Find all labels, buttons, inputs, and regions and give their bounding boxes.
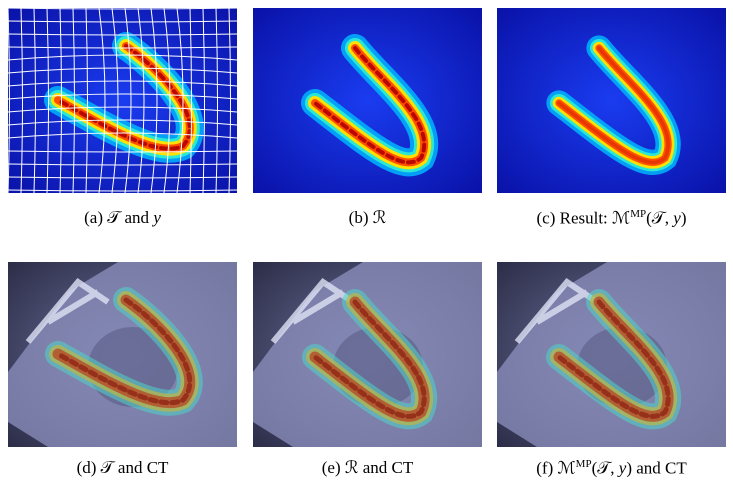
grid-line [8, 8, 10, 193]
caption-text: (f) ℳ [536, 458, 576, 478]
panel-image [497, 262, 726, 447]
activity [557, 46, 670, 165]
panel-image [253, 262, 482, 447]
grid-line [59, 8, 62, 193]
grid-line [150, 8, 158, 193]
caption-text: ) and CT [626, 458, 687, 478]
background [497, 8, 726, 193]
caption-text: (a) 𝒯 and [84, 208, 154, 227]
caption-text: MP [575, 458, 592, 470]
grid-line [8, 46, 237, 49]
caption-text: (𝒯, [591, 458, 619, 478]
grid-line [202, 8, 205, 193]
caption-text: y [153, 208, 161, 227]
caption: (f) ℳMP(𝒯, y) and CT [489, 458, 733, 479]
bone [514, 278, 599, 344]
activity [555, 44, 672, 166]
caption: (b) ℛ [245, 208, 490, 228]
grid-line [228, 8, 231, 193]
grid-line [124, 8, 132, 193]
activity [556, 299, 671, 419]
grid-line [20, 8, 23, 193]
caption: (a) 𝒯 and y [0, 208, 245, 228]
grid-line [8, 80, 237, 87]
grid-line [8, 67, 237, 74]
background [253, 8, 482, 193]
activity [313, 46, 427, 165]
caption-text: (e) ℛ and CT [321, 458, 414, 477]
grid-line [8, 189, 237, 192]
grid-line [8, 119, 237, 126]
grid-line [85, 8, 88, 193]
caption-text: (d) 𝒯 and CT [76, 458, 169, 477]
grid-line [137, 8, 145, 193]
grid-line [72, 8, 75, 193]
panel-image [8, 8, 237, 193]
panel-image [497, 8, 726, 193]
bone [270, 278, 355, 344]
grid-line [163, 8, 171, 193]
grid-line [8, 93, 237, 100]
grid-line [176, 8, 184, 193]
grid-line [8, 20, 237, 23]
grid-line [8, 54, 237, 61]
caption: (d) 𝒯 and CT [0, 458, 245, 478]
caption: (c) Result: ℳMP(𝒯, y) [489, 208, 733, 229]
caption-text: (𝒯, [646, 208, 674, 228]
grid-line [98, 8, 106, 193]
caption: (e) ℛ and CT [245, 458, 490, 478]
grid-line [111, 8, 119, 193]
caption-text: (c) Result: ℳ [536, 208, 631, 228]
caption-text: y [618, 458, 627, 478]
activity [55, 297, 193, 406]
grid-line [33, 8, 36, 193]
activity [312, 299, 427, 419]
caption-text: (b) ℛ [348, 208, 387, 227]
grid-line [8, 8, 237, 10]
grid-line [215, 8, 218, 193]
grid-line [8, 150, 237, 153]
panel-image [8, 262, 237, 447]
panel-image [253, 8, 482, 193]
caption-text: ) [680, 208, 687, 228]
grid-line [189, 8, 192, 193]
grid-line [8, 163, 237, 166]
caption-text: y [673, 208, 681, 228]
bone [25, 278, 110, 344]
grid-line [8, 106, 237, 113]
grid-line [8, 176, 237, 179]
grid-line [8, 132, 237, 139]
caption-text: MP [630, 208, 647, 220]
grid-line [8, 33, 237, 36]
grid-line [46, 8, 49, 193]
